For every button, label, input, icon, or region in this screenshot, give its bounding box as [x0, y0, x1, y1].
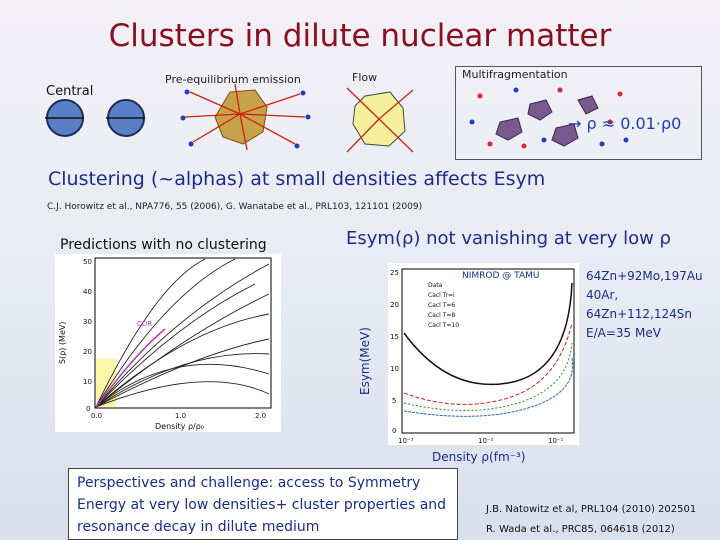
multifrag-label: Multifragmentation	[462, 68, 568, 81]
left-xticks: 0.0 1.0 2.0	[91, 412, 266, 420]
predictions-label: Predictions with no clustering	[60, 237, 267, 253]
left-plot-svg: CDR 50 40 30 20 10 0 0.0 1.0 2.0 Density ρ/ρ…	[58, 257, 272, 431]
central-label: Central	[46, 84, 94, 99]
svg-text:40: 40	[83, 288, 92, 296]
svg-text:0.0: 0.0	[91, 412, 102, 420]
svg-text:30: 30	[83, 318, 92, 326]
nimrod-data-plot: NIMROD @ TAMU Data Cacl Tr=i Cacl T=6 Cacl…	[388, 263, 579, 445]
preeq-label: Pre-equilibrium emission	[165, 73, 301, 86]
left-ylabel: S(ρ) (MeV)	[58, 322, 67, 364]
reaction-1: 64Zn+92Mo,197Au	[586, 269, 703, 283]
highlight-curve	[95, 328, 166, 408]
prediction-curves	[95, 258, 270, 408]
svg-text:Cacl T=8: Cacl T=8	[428, 312, 455, 319]
bottom-references: J.B. Natowitz et al, PRL104 (2010) 20250…	[486, 500, 696, 540]
multifrag-box	[455, 66, 702, 160]
svg-text:10: 10	[83, 378, 92, 386]
reaction-energy: E/A=35 MeV	[586, 326, 661, 340]
flow-arrows	[346, 87, 414, 153]
clustering-headline: Clustering (~alphas) at small densities …	[48, 168, 546, 190]
svg-text:10⁻³: 10⁻³	[398, 437, 414, 445]
perspectives-box: Perspectives and challenge: access to Sy…	[68, 468, 458, 540]
svg-text:Cacl T=6: Cacl T=6	[428, 302, 455, 309]
calc-curve-green	[403, 342, 573, 411]
right-yaxis-label: Esym(MeV)	[358, 327, 372, 395]
ref-wada: R. Wada et al., PRC85, 064618 (2012)	[486, 524, 675, 535]
slide-title: Clusters in dilute nuclear matter	[108, 18, 612, 54]
central-nuclei	[45, 99, 145, 137]
svg-text:Cacl T=10: Cacl T=10	[428, 322, 459, 329]
svg-text:Cacl Tr=i: Cacl Tr=i	[428, 292, 455, 299]
emission-arrows	[184, 83, 306, 151]
left-xlabel: Density ρ/ρ₀	[155, 422, 204, 431]
svg-text:10: 10	[390, 365, 399, 373]
right-legend: Data Cacl Tr=i Cacl T=6 Cacl T=8 Cacl T=10	[428, 282, 459, 329]
reactions-list: 64Zn+92Mo,197Au 40Ar, 64Zn+112,124Sn E/A…	[586, 267, 720, 343]
reaction-2: 40Ar, 64Zn+112,124Sn	[586, 288, 692, 321]
flow-diagram	[346, 87, 414, 153]
left-yticks: 50 40 30 20 10 0	[83, 258, 92, 413]
ref-natowitz: J.B. Natowitz et al, PRL104 (2010) 20250…	[486, 504, 697, 515]
nucleons-mf	[469, 87, 629, 147]
nucleons	[180, 89, 311, 149]
svg-text:50: 50	[83, 258, 92, 266]
svg-text:Data: Data	[428, 282, 443, 289]
esym-headline: Esym(ρ) not vanishing at very low ρ	[346, 228, 671, 249]
right-plot-svg: NIMROD @ TAMU Data Cacl Tr=i Cacl T=6 Cacl…	[390, 268, 575, 445]
right-xaxis-label: Density ρ(fm⁻³)	[432, 450, 526, 464]
svg-text:10⁻¹: 10⁻¹	[548, 437, 564, 445]
svg-text:2.0: 2.0	[255, 412, 266, 420]
preeq-diagram	[180, 83, 311, 151]
svg-text:15: 15	[390, 333, 399, 341]
svg-text:25: 25	[390, 269, 399, 277]
svg-text:10⁻²: 10⁻²	[478, 437, 494, 445]
data-curve	[403, 282, 573, 386]
svg-text:0: 0	[392, 427, 396, 435]
light-particles	[477, 87, 623, 149]
density-note: → ρ ≈ 0.01·ρ0	[568, 114, 682, 133]
svg-text:20: 20	[390, 301, 399, 309]
cdr-marker: CDR	[137, 320, 152, 328]
multifrag-diagram	[469, 87, 629, 149]
flow-label: Flow	[352, 71, 378, 84]
svg-text:1.0: 1.0	[175, 412, 186, 420]
svg-text:5: 5	[392, 397, 396, 405]
fragments	[495, 95, 599, 147]
symmetry-energy-predictions-plot: CDR 50 40 30 20 10 0 0.0 1.0 2.0 Density ρ/ρ…	[55, 254, 281, 432]
reference-line: C.J. Horowitz et al., NPA776, 55 (2006),…	[47, 202, 423, 212]
calc-curve-blue	[403, 357, 574, 417]
right-xticks: 10⁻³ 10⁻² 10⁻¹	[398, 437, 564, 445]
svg-text:0: 0	[86, 405, 90, 413]
calc-curve-red	[403, 322, 573, 405]
svg-text:20: 20	[83, 348, 92, 356]
nimrod-label: NIMROD @ TAMU	[462, 271, 539, 281]
right-yticks: 25 20 15 10 5 0	[390, 269, 399, 435]
